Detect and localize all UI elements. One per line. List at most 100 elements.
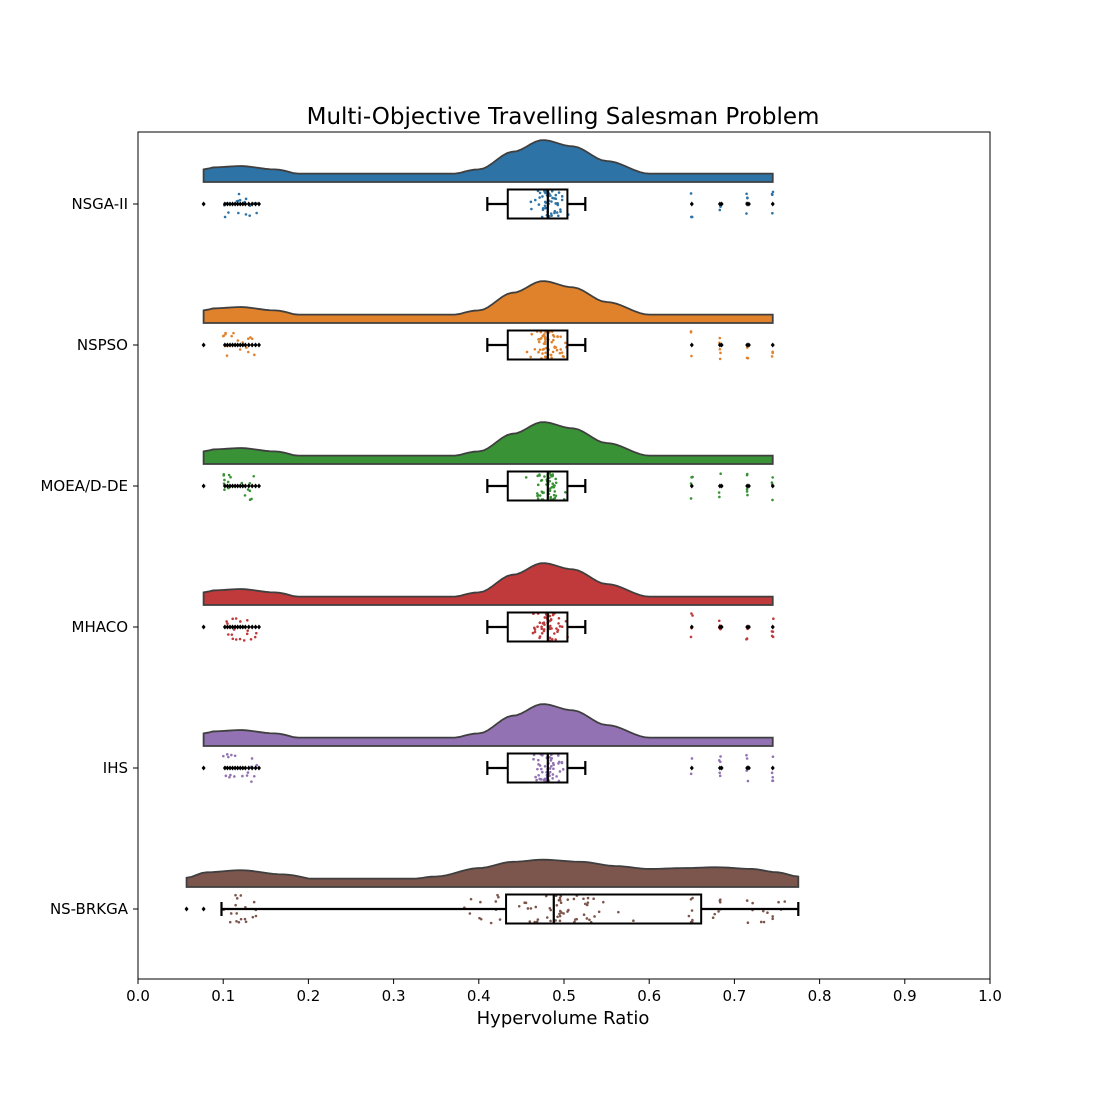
data-point <box>745 212 748 215</box>
data-point <box>542 333 546 336</box>
data-point <box>545 916 549 919</box>
data-point <box>567 908 570 912</box>
data-point <box>746 779 750 783</box>
data-point <box>227 755 230 759</box>
box <box>506 188 569 220</box>
data-point <box>540 625 543 629</box>
data-point <box>549 473 552 477</box>
outlier-marker <box>240 342 245 348</box>
data-point <box>243 494 247 497</box>
data-point <box>771 190 775 194</box>
outlier-marker <box>246 765 251 771</box>
data-point <box>536 497 540 500</box>
data-point <box>536 767 539 771</box>
data-point <box>552 763 555 767</box>
data-point <box>558 770 562 773</box>
data-point <box>548 479 551 483</box>
outlier-marker <box>228 765 233 771</box>
x-tick-label: 0.2 <box>296 987 320 1005</box>
series-group <box>201 562 775 643</box>
outlier-marker <box>201 906 206 912</box>
data-point <box>717 619 721 623</box>
data-point <box>234 617 238 620</box>
data-point <box>770 630 774 633</box>
data-point <box>558 919 562 923</box>
outlier-marker <box>689 624 694 630</box>
data-point <box>534 198 537 202</box>
data-point <box>550 765 553 768</box>
data-point <box>248 489 252 493</box>
data-point <box>243 917 247 921</box>
outlier-marker <box>230 342 235 348</box>
outlier-marker <box>770 201 775 207</box>
data-point <box>234 893 237 897</box>
outlier-marker <box>250 342 255 348</box>
data-point <box>548 489 552 493</box>
data-point <box>533 630 537 634</box>
data-point <box>771 775 775 779</box>
data-point <box>469 897 473 901</box>
data-point <box>717 491 721 494</box>
data-point <box>255 763 259 767</box>
series-group <box>201 139 775 220</box>
data-point <box>559 335 562 338</box>
data-point <box>523 901 526 904</box>
data-point <box>573 920 576 924</box>
outlier-marker <box>201 765 206 771</box>
data-point <box>556 915 559 919</box>
data-point <box>582 913 586 917</box>
x-tick-label: 0.4 <box>467 987 491 1005</box>
data-point <box>537 758 540 762</box>
outlier-marker <box>228 483 233 489</box>
outlier-marker <box>770 765 775 771</box>
outlier-marker <box>770 483 775 489</box>
x-tick-label: 0.7 <box>722 987 746 1005</box>
data-point <box>535 778 538 782</box>
data-point <box>237 920 241 924</box>
data-point <box>718 495 721 499</box>
data-point <box>560 198 564 202</box>
data-point <box>551 473 554 476</box>
outlier-marker <box>238 765 243 771</box>
data-point <box>761 909 765 913</box>
outlier-marker <box>235 342 240 348</box>
data-point <box>231 637 235 641</box>
data-point <box>718 336 722 340</box>
outlier-marker <box>246 624 251 630</box>
outlier-marker <box>238 342 243 348</box>
data-point <box>689 330 693 334</box>
data-point <box>585 917 589 920</box>
data-point <box>537 340 541 344</box>
outlier-marker <box>256 201 261 207</box>
outlier-marker <box>246 483 251 489</box>
outlier-marker <box>240 765 245 771</box>
data-point <box>689 192 693 195</box>
data-point <box>745 473 749 477</box>
data-point <box>532 757 535 761</box>
data-point <box>559 348 562 351</box>
data-point <box>555 775 558 778</box>
data-point <box>560 625 564 628</box>
outlier-marker <box>222 483 227 489</box>
data-point <box>246 771 250 774</box>
y-tick-label: MOEA/D-DE <box>40 477 128 495</box>
data-point <box>554 477 558 481</box>
data-point <box>222 472 226 476</box>
data-point <box>745 753 748 757</box>
data-point <box>224 331 227 335</box>
outlier-marker <box>256 765 261 771</box>
data-point <box>227 473 231 477</box>
data-point <box>540 490 544 493</box>
data-point <box>252 900 256 904</box>
data-point <box>601 900 605 904</box>
outlier-marker <box>225 765 230 771</box>
data-point <box>494 900 498 903</box>
data-point <box>537 338 540 341</box>
data-point <box>250 757 254 760</box>
data-point <box>244 213 248 216</box>
data-point <box>534 905 538 909</box>
outlier-marker <box>246 201 251 207</box>
data-point <box>246 629 249 632</box>
outlier-marker <box>719 483 724 489</box>
outlier-marker <box>240 624 245 630</box>
